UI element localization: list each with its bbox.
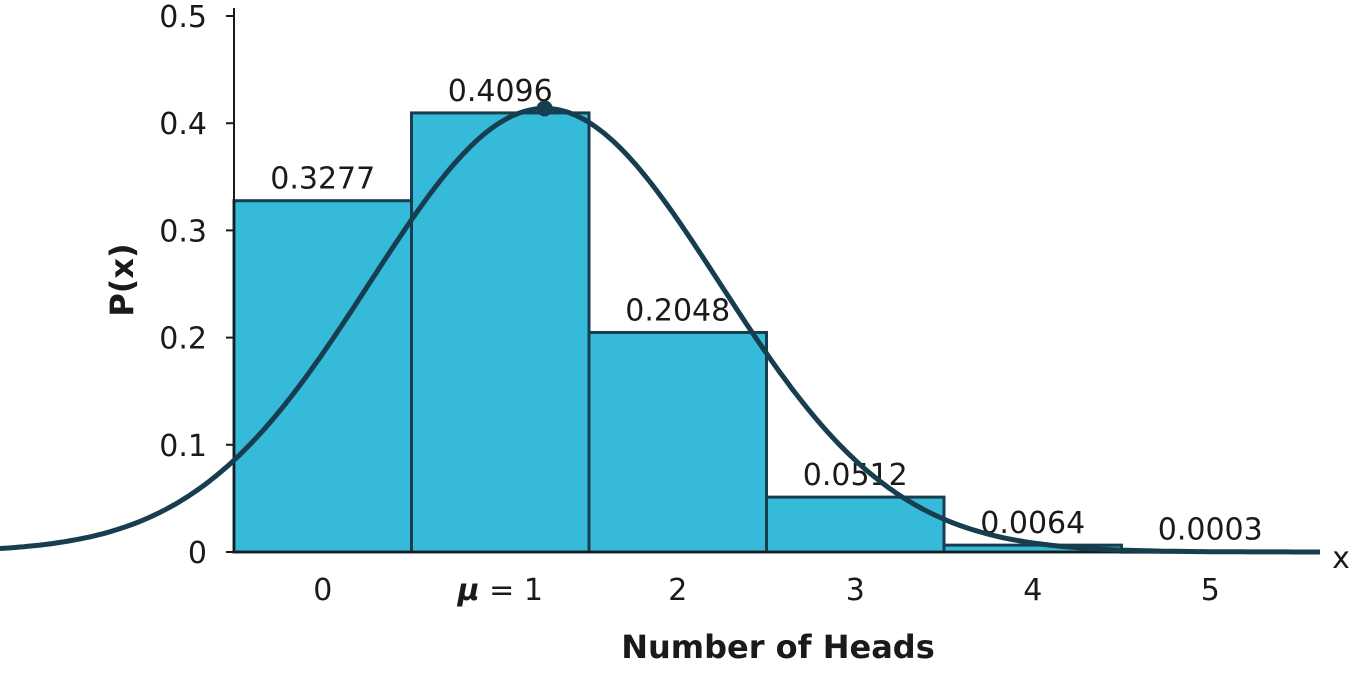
x-ticks-layer: 0 μ = 1 2 3 4 5 — [313, 573, 1220, 608]
bar-1 — [410, 111, 591, 554]
x-tick-label: 4 — [1023, 573, 1042, 608]
x-tick-label: μ = 1 — [457, 573, 543, 608]
bar-value-label-1: 0.4096 — [448, 74, 553, 109]
bars-layer — [232, 111, 1301, 554]
bar-value-label-0: 0.3277 — [270, 162, 375, 197]
y-axis-title: P(x) — [103, 243, 141, 316]
bar-value-label-5: 0.0003 — [1158, 513, 1263, 548]
x-tick-label: 0 — [313, 573, 332, 608]
x-tick-label: 2 — [668, 573, 687, 608]
bar-value-label-2: 0.2048 — [625, 293, 730, 328]
y-tick-label: 0.3 — [159, 214, 207, 249]
x-tick-label: 5 — [1201, 573, 1220, 608]
mean-point — [536, 100, 553, 117]
bar-2 — [587, 330, 768, 554]
mean-label-text: = 1 — [480, 573, 543, 608]
normal-curve — [0, 105, 1320, 555]
mu-symbol: μ — [457, 573, 480, 608]
y-tick-label: 0.2 — [159, 322, 207, 357]
y-tick-label: 0 — [188, 536, 207, 571]
curve-layer — [0, 100, 1320, 555]
y-tick-label: 0.1 — [159, 429, 207, 464]
bar-0 — [232, 199, 413, 554]
y-ticks-layer: 0 0.1 0.2 0.3 0.4 0.5 — [159, 0, 234, 571]
x-axis-symbol: x — [1332, 541, 1350, 576]
y-tick-label: 0.4 — [159, 107, 207, 142]
y-tick-label: 0.5 — [159, 0, 207, 35]
x-tick-label: 3 — [846, 573, 865, 608]
x-axis-title: Number of Heads — [621, 628, 935, 666]
